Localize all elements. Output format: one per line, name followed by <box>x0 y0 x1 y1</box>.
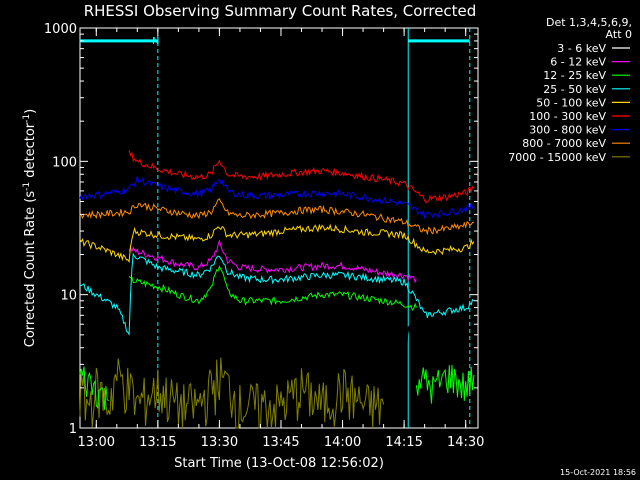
tick-layer: 13:00 13:15 13:30 13:45 14:00 14:15 14:30 1 10 10… <box>44 22 485 450</box>
x-axis-label: Start Time (13-Oct-08 12:56:02) <box>174 456 384 471</box>
series-line-3 <box>79 252 475 336</box>
x-tick-label-0: 13:00 <box>78 435 115 450</box>
series-layer <box>79 150 475 430</box>
series-line-0 <box>128 276 417 346</box>
legend-label-5: 100 - 300 keV <box>529 110 606 123</box>
series-line-5 <box>128 150 475 204</box>
legend-label-2: 12 - 25 keV <box>543 69 606 82</box>
y-tick-label-3: 1000 <box>44 22 77 37</box>
y-label-sup2: -1 <box>22 114 32 123</box>
x-tick-label-1: 13:15 <box>139 435 176 450</box>
legend-header-line1: Det 1,3,4,5,6,9, <box>546 16 632 29</box>
flag-layer <box>79 28 471 428</box>
y-tick-label-0: 1 <box>69 422 77 437</box>
legend-label-3: 25 - 50 keV <box>543 83 606 96</box>
series-line-7 <box>79 198 475 236</box>
y-label-part2: detector <box>23 122 38 182</box>
x-tick-label-5: 14:15 <box>385 435 422 450</box>
plot-frame <box>79 27 479 429</box>
legend-label-8: 7000 - 15000 keV <box>508 151 606 164</box>
y-tick-label-2: 100 <box>52 155 77 170</box>
x-tick-label-6: 14:30 <box>447 435 484 450</box>
footer-timestamp: 15-Oct-2021 18:56 <box>560 468 636 477</box>
legend-label-0: 3 - 6 keV <box>557 42 606 55</box>
legend-label-6: 300 - 800 keV <box>529 124 606 137</box>
x-tick-label-2: 13:30 <box>201 435 238 450</box>
legend-label-4: 50 - 100 keV <box>536 96 606 109</box>
flag-label: N <box>152 36 159 47</box>
y-label-part1: Corrected Count Rate (s <box>23 191 38 348</box>
series-line-1 <box>128 239 417 284</box>
x-tick-label-4: 14:00 <box>324 435 361 450</box>
y-tick-label-1: 10 <box>60 289 77 304</box>
y-label-part3: ) <box>23 109 38 114</box>
chart-title: RHESSI Observing Summary Count Rates, Co… <box>84 2 477 20</box>
green-segment-0 <box>79 366 109 410</box>
legend-header-line2: Att 0 <box>606 28 632 41</box>
y-label-sup1: -1 <box>22 182 32 191</box>
series-line-4 <box>79 223 475 263</box>
x-tick-label-3: 13:45 <box>262 435 299 450</box>
series-line-6 <box>79 176 475 220</box>
y-axis-label: Corrected Count Rate (s-1 detector-1) <box>22 109 38 347</box>
series-line-2 <box>128 265 417 311</box>
series-line-8 <box>79 357 385 430</box>
legend-label-1: 6 - 12 keV <box>550 56 606 69</box>
legend-label-7: 800 - 7000 keV <box>522 137 606 150</box>
green-segment-1 <box>415 364 475 404</box>
